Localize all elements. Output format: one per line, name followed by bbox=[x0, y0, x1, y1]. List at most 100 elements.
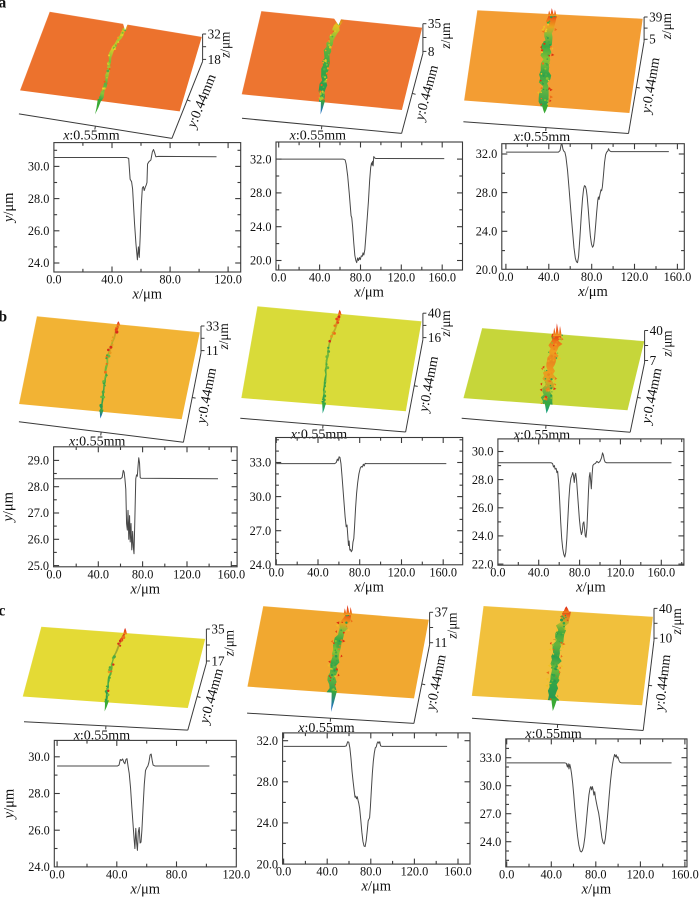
svg-text:80.0: 80.0 bbox=[569, 566, 591, 580]
svg-text:x:0.55mm: x:0.55mm bbox=[524, 727, 581, 742]
svg-text:z/μm: z/μm bbox=[659, 12, 674, 40]
svg-text:30.0: 30.0 bbox=[480, 779, 502, 793]
svg-text:z/μm: z/μm bbox=[438, 22, 453, 50]
svg-text:0.0: 0.0 bbox=[46, 273, 61, 287]
svg-text:30.0: 30.0 bbox=[28, 750, 50, 764]
svg-text:30.0: 30.0 bbox=[28, 160, 50, 174]
svg-text:28.0: 28.0 bbox=[28, 480, 50, 494]
svg-text:16: 16 bbox=[428, 330, 442, 345]
svg-text:x/μm: x/μm bbox=[130, 581, 161, 597]
svg-text:120.0: 120.0 bbox=[627, 867, 655, 881]
svg-text:z/μm: z/μm bbox=[445, 612, 460, 640]
svg-text:20.0: 20.0 bbox=[250, 254, 272, 268]
svg-text:24.0: 24.0 bbox=[250, 220, 272, 234]
svg-text:28.0: 28.0 bbox=[472, 473, 494, 487]
svg-text:37: 37 bbox=[435, 605, 449, 620]
svg-text:160.0: 160.0 bbox=[444, 865, 472, 879]
svg-text:z/μm: z/μm bbox=[660, 330, 675, 358]
svg-text:32: 32 bbox=[208, 26, 221, 41]
svg-text:40.0: 40.0 bbox=[101, 273, 123, 287]
svg-text:80.0: 80.0 bbox=[581, 270, 603, 284]
svg-text:40.0: 40.0 bbox=[88, 567, 110, 581]
svg-text:28.0: 28.0 bbox=[28, 192, 50, 206]
svg-text:120.0: 120.0 bbox=[173, 567, 201, 581]
svg-text:28.0: 28.0 bbox=[476, 186, 498, 200]
svg-text:x/μm: x/μm bbox=[130, 881, 161, 897]
svg-text:32.0: 32.0 bbox=[250, 152, 272, 166]
svg-text:28.0: 28.0 bbox=[250, 186, 272, 200]
svg-text:c: c bbox=[0, 603, 6, 620]
svg-text:y/μm: y/μm bbox=[1, 788, 17, 820]
svg-text:40.0: 40.0 bbox=[316, 865, 338, 879]
svg-text:80.0: 80.0 bbox=[585, 867, 607, 881]
svg-text:80.0: 80.0 bbox=[360, 865, 382, 879]
svg-text:24.0: 24.0 bbox=[250, 558, 272, 572]
svg-text:18: 18 bbox=[208, 52, 222, 67]
svg-text:7: 7 bbox=[650, 353, 657, 368]
svg-text:x/μm: x/μm bbox=[575, 580, 606, 596]
svg-text:a: a bbox=[0, 0, 7, 12]
svg-text:25.0: 25.0 bbox=[28, 559, 50, 573]
svg-text:33.0: 33.0 bbox=[250, 456, 272, 470]
svg-text:z/μm: z/μm bbox=[669, 607, 684, 635]
svg-text:120.0: 120.0 bbox=[621, 270, 649, 284]
svg-text:x/μm: x/μm bbox=[577, 284, 608, 300]
svg-text:40.0: 40.0 bbox=[106, 867, 128, 881]
svg-text:80.0: 80.0 bbox=[166, 867, 188, 881]
svg-text:0.0: 0.0 bbox=[46, 567, 61, 581]
svg-text:26.0: 26.0 bbox=[472, 501, 494, 515]
svg-text:x/μm: x/μm bbox=[353, 285, 384, 301]
svg-text:24.0: 24.0 bbox=[480, 835, 502, 849]
svg-text:0.0: 0.0 bbox=[276, 865, 291, 879]
svg-text:11: 11 bbox=[435, 635, 448, 650]
svg-text:29.0: 29.0 bbox=[28, 454, 50, 468]
svg-text:0.0: 0.0 bbox=[499, 867, 514, 881]
svg-text:120.0: 120.0 bbox=[388, 565, 416, 579]
svg-text:26.0: 26.0 bbox=[28, 823, 50, 837]
svg-text:120.0: 120.0 bbox=[607, 566, 635, 580]
svg-text:160.0: 160.0 bbox=[429, 565, 457, 579]
svg-text:80.0: 80.0 bbox=[159, 273, 181, 287]
svg-text:40.0: 40.0 bbox=[528, 566, 550, 580]
svg-text:30.0: 30.0 bbox=[250, 490, 272, 504]
svg-text:z/μm: z/μm bbox=[438, 310, 453, 338]
svg-text:17: 17 bbox=[211, 653, 225, 668]
svg-text:8: 8 bbox=[428, 44, 435, 59]
svg-text:x:0.55mm: x:0.55mm bbox=[297, 721, 354, 736]
svg-text:40: 40 bbox=[659, 601, 673, 616]
svg-text:80.0: 80.0 bbox=[349, 565, 371, 579]
svg-text:0.0: 0.0 bbox=[49, 867, 64, 881]
svg-text:x:0.55mm: x:0.55mm bbox=[290, 428, 347, 443]
svg-text:22.0: 22.0 bbox=[472, 557, 494, 571]
svg-text:160.0: 160.0 bbox=[671, 867, 699, 881]
svg-text:39: 39 bbox=[649, 9, 663, 24]
svg-text:x:0.55mm: x:0.55mm bbox=[513, 130, 570, 145]
svg-text:10: 10 bbox=[659, 631, 673, 646]
svg-text:x:0.55mm: x:0.55mm bbox=[73, 728, 130, 743]
svg-text:20.0: 20.0 bbox=[257, 857, 279, 871]
svg-text:x:0.55mm: x:0.55mm bbox=[68, 435, 125, 450]
svg-text:24.0: 24.0 bbox=[28, 860, 50, 874]
svg-text:26.0: 26.0 bbox=[28, 224, 50, 238]
svg-text:0.0: 0.0 bbox=[271, 271, 286, 285]
svg-text:z/μm: z/μm bbox=[221, 629, 236, 657]
svg-text:24.0: 24.0 bbox=[476, 225, 498, 239]
svg-text:40.0: 40.0 bbox=[307, 565, 329, 579]
svg-text:40.0: 40.0 bbox=[541, 867, 563, 881]
svg-text:27.0: 27.0 bbox=[250, 524, 272, 538]
svg-text:32.0: 32.0 bbox=[476, 147, 498, 161]
svg-text:120.0: 120.0 bbox=[214, 273, 242, 287]
svg-text:x:0.55mm: x:0.55mm bbox=[62, 129, 119, 144]
svg-text:24.0: 24.0 bbox=[257, 816, 279, 830]
svg-text:y/μm: y/μm bbox=[1, 192, 17, 224]
svg-text:120.0: 120.0 bbox=[387, 271, 415, 285]
svg-text:40: 40 bbox=[428, 306, 442, 321]
svg-text:32.0: 32.0 bbox=[257, 734, 279, 748]
svg-text:80.0: 80.0 bbox=[132, 567, 154, 581]
svg-text:x/μm: x/μm bbox=[132, 287, 163, 303]
svg-text:80.0: 80.0 bbox=[350, 271, 372, 285]
svg-text:30.0: 30.0 bbox=[472, 445, 494, 459]
svg-text:x/μm: x/μm bbox=[361, 879, 392, 895]
svg-text:z/μm: z/μm bbox=[216, 322, 231, 350]
svg-text:120.0: 120.0 bbox=[222, 867, 250, 881]
